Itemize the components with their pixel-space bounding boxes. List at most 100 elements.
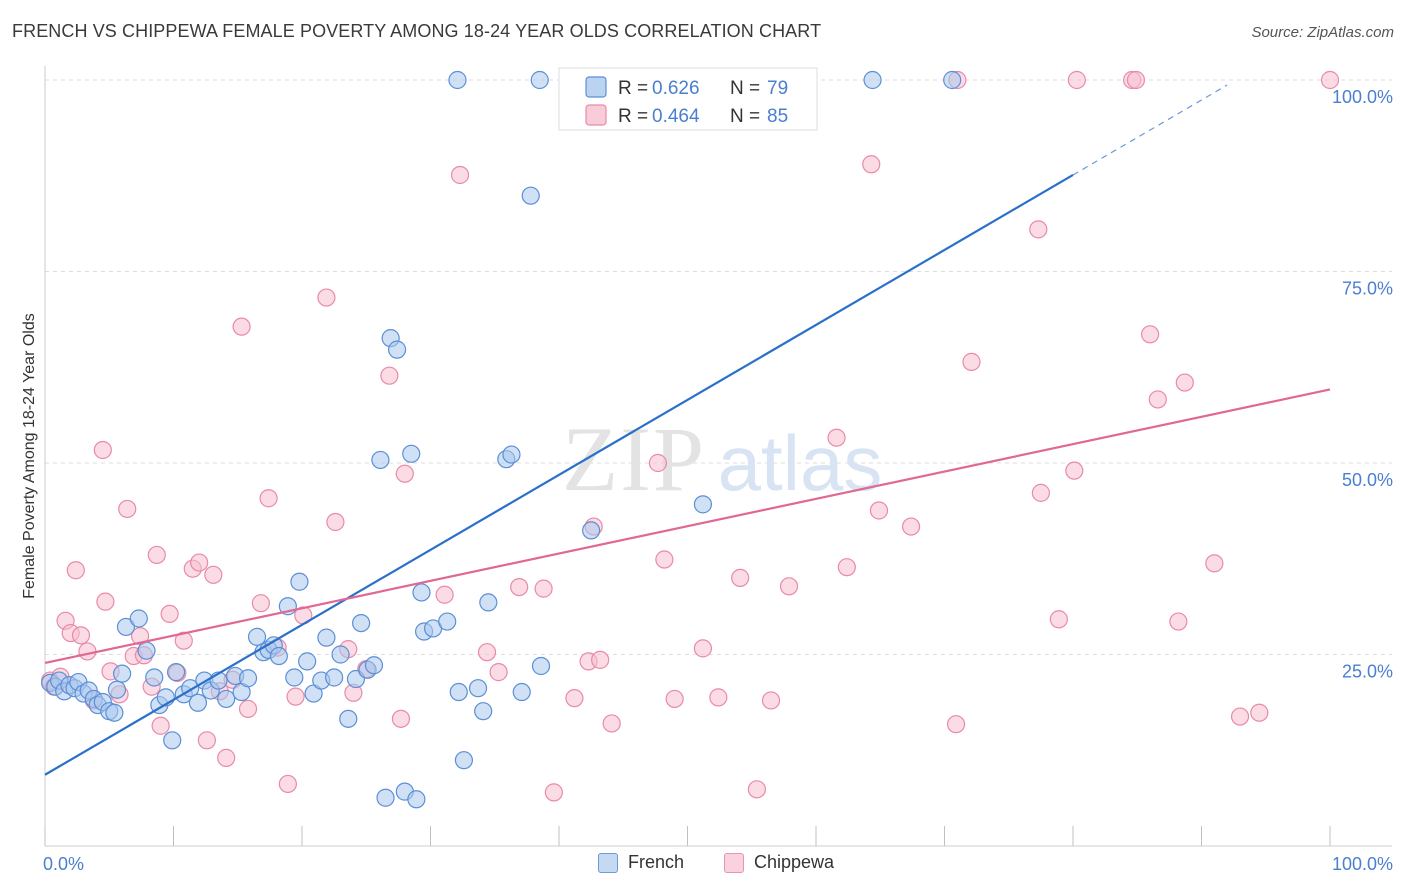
french-point: [129, 609, 148, 628]
chippewa-point: [1175, 373, 1194, 392]
chippewa-point: [489, 663, 508, 682]
french-point: [412, 583, 431, 602]
legend-item-french[interactable]: French: [598, 852, 684, 873]
chippewa-point: [238, 699, 258, 718]
chippewa-point: [510, 577, 529, 597]
chippewa-point: [779, 577, 799, 596]
chippewa-point: [380, 366, 399, 385]
french-trend-extension: [1072, 84, 1228, 176]
chippewa-point: [1148, 390, 1167, 409]
french-point: [454, 751, 474, 770]
french-point: [137, 641, 156, 660]
chippewa-point: [827, 428, 846, 447]
chippewa-point: [565, 689, 584, 708]
french-swatch: [598, 852, 618, 873]
chippewa-point: [1320, 70, 1340, 90]
french-point: [163, 731, 182, 750]
french-point: [863, 70, 882, 90]
chippewa-point: [450, 165, 470, 185]
chippewa-point: [395, 464, 414, 483]
french-series: [41, 70, 962, 809]
french-point: [376, 788, 395, 807]
french-point: [247, 627, 267, 646]
french-point: [269, 646, 288, 666]
legend-item-chippewa[interactable]: Chippewa: [724, 852, 834, 873]
chippewa-point: [534, 579, 553, 598]
chippewa-point: [1049, 610, 1068, 629]
french-point: [474, 702, 493, 721]
french-point: [285, 668, 304, 687]
french-point: [238, 669, 258, 688]
chippewa-point: [147, 545, 166, 565]
chippewa-point: [731, 568, 750, 588]
chippewa-point: [837, 558, 856, 577]
french-point: [479, 593, 498, 612]
chippewa-point: [1250, 703, 1269, 722]
french-point: [339, 709, 358, 728]
x-tick-label: 100.0%: [1332, 854, 1393, 874]
chippewa-trend-line: [44, 388, 1331, 665]
chippewa-point: [204, 565, 223, 584]
french-point: [943, 70, 962, 90]
french-point: [290, 572, 309, 591]
chippewa-point: [477, 643, 497, 662]
chippewa-point: [1029, 220, 1048, 239]
watermark: ZIP atlas: [562, 408, 882, 510]
chippewa-swatch: [724, 852, 744, 873]
french-point: [166, 663, 186, 682]
chippewa-point: [66, 561, 85, 580]
tick-labels: 25.0% 50.0% 75.0% 100.0% 0.0% 100.0%: [43, 87, 1393, 874]
french-point: [449, 682, 468, 702]
chippewa-point: [217, 748, 236, 768]
legend-n-label: N =: [730, 106, 760, 127]
chippewa-point: [151, 716, 170, 735]
french-point: [448, 70, 467, 90]
french-point: [502, 445, 521, 464]
legend-swatch-chippewa: [585, 104, 607, 126]
french-point: [371, 450, 390, 470]
legend-n-value: 85: [767, 106, 788, 127]
french-point: [107, 680, 127, 699]
chippewa-point: [862, 155, 881, 174]
chippewa-point: [251, 594, 270, 613]
chippewa-point: [1230, 707, 1250, 726]
chippewa-point: [709, 688, 728, 707]
chippewa-point: [1031, 483, 1050, 502]
french-point: [145, 668, 164, 687]
chippewa-point: [1065, 461, 1084, 480]
legend-r-label: R =: [618, 106, 648, 127]
chippewa-point: [78, 642, 97, 661]
legend-n-value: 79: [767, 78, 788, 99]
legend-n-label: N =: [730, 78, 760, 99]
chippewa-point: [693, 639, 713, 658]
chippewa-point: [391, 709, 411, 728]
legend-label-chippewa: Chippewa: [754, 852, 835, 872]
french-point: [364, 656, 384, 675]
french-point: [217, 689, 236, 709]
french-point: [407, 790, 426, 809]
french-point: [317, 628, 336, 647]
french-point: [438, 612, 457, 631]
axes: [44, 66, 1392, 847]
french-point: [331, 645, 350, 664]
chippewa-point: [1205, 554, 1224, 573]
y-axis-label: Female Poverty Among 18-24 Year Olds: [21, 313, 38, 599]
chippewa-point: [962, 352, 981, 371]
gridlines: [45, 79, 1392, 655]
y-tick-label: 75.0%: [1342, 279, 1393, 299]
chippewa-point: [190, 553, 209, 572]
chippewa-point: [259, 489, 278, 508]
french-point: [582, 521, 601, 540]
chippewa-point: [1169, 612, 1188, 631]
french-point: [298, 652, 317, 671]
chippewa-point: [435, 585, 454, 604]
french-point: [512, 682, 531, 702]
chippewa-point: [655, 550, 674, 569]
french-point: [468, 679, 488, 698]
french-point: [116, 617, 136, 637]
watermark-atlas: atlas: [718, 419, 883, 507]
french-point: [105, 703, 124, 722]
french-point: [521, 186, 540, 205]
chippewa-point: [93, 440, 112, 460]
